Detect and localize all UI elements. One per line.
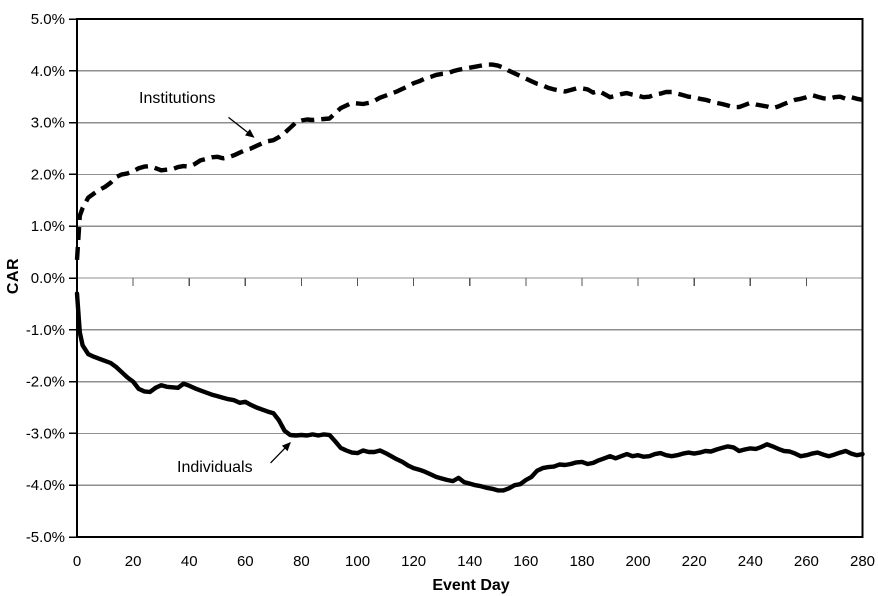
y-tick-label: -3.0% <box>26 425 65 442</box>
x-tick-label: 0 <box>73 553 81 570</box>
series-line-institutions <box>74 62 863 261</box>
x-tick-labels: 0 20 40 60 80 100 120 140 160 180 200 220 240 260 280 <box>73 553 875 570</box>
x-tick-label: 80 <box>293 553 310 570</box>
y-axis-ticks <box>69 18 77 538</box>
y-tick-label: 2.0% <box>31 166 65 183</box>
annotation-arrow-institutions <box>228 116 255 138</box>
x-tick-label: 240 <box>738 553 763 570</box>
annotation-individuals-label: Individuals <box>177 459 253 476</box>
y-tick-label: -4.0% <box>26 477 65 494</box>
y-tick-label: 1.0% <box>31 218 65 235</box>
x-tick-label: 260 <box>794 553 819 570</box>
annotation-arrows <box>228 116 291 464</box>
x-tick-label: 20 <box>125 553 142 570</box>
annotation-arrow-individuals <box>270 442 291 464</box>
y-tick-label: -2.0% <box>26 374 65 391</box>
y-tick-label: 5.0% <box>31 11 65 28</box>
annotation-institutions-label: Institutions <box>139 90 216 107</box>
x-tick-label: 120 <box>401 553 426 570</box>
x-axis-ticks <box>132 278 864 286</box>
y-tick-label: -5.0% <box>26 529 65 546</box>
x-tick-label: 200 <box>626 553 651 570</box>
y-tick-label: 3.0% <box>31 115 65 132</box>
x-tick-label: 140 <box>457 553 482 570</box>
y-tick-label: -1.0% <box>26 322 65 339</box>
y-tick-label: 4.0% <box>31 63 65 80</box>
x-tick-label: 180 <box>569 553 594 570</box>
x-tick-label: 160 <box>513 553 538 570</box>
x-axis-title: Event Day <box>432 577 510 594</box>
y-axis-title: CAR <box>5 257 22 295</box>
y-tick-labels: 5.0% 4.0% 3.0% 2.0% 1.0% 0.0% -1.0% -2.0% -3.0% -… <box>26 11 65 546</box>
x-tick-label: 40 <box>181 553 198 570</box>
series-line-individuals <box>74 291 865 493</box>
x-tick-label: 100 <box>345 553 370 570</box>
x-tick-label: 220 <box>682 553 707 570</box>
x-tick-label: 60 <box>237 553 254 570</box>
y-tick-label: 0.0% <box>31 270 65 287</box>
x-tick-label: 280 <box>850 553 875 570</box>
